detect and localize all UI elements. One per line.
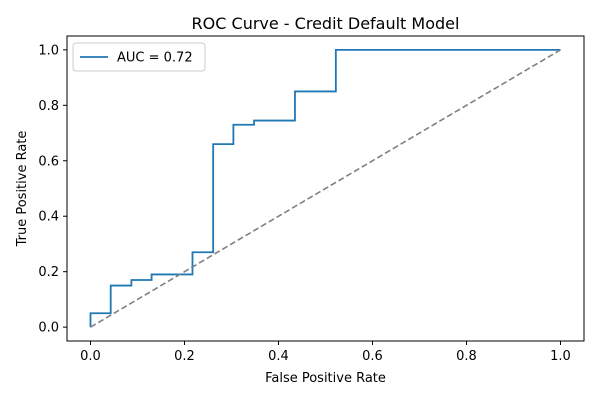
y-tick-label: 0.8	[38, 99, 59, 114]
x-axis-label: False Positive Rate	[265, 371, 386, 386]
y-tick-label: 0.2	[38, 265, 59, 280]
legend-label-auc: AUC = 0.72	[117, 51, 193, 66]
x-tick-label: 0.6	[362, 349, 383, 364]
y-tick-label: 0.0	[38, 321, 59, 336]
x-tick-label: 0.2	[174, 349, 195, 364]
legend-box	[72, 42, 206, 72]
roc-curve-line	[89, 48, 561, 328]
diagonal-reference-line	[90, 49, 561, 328]
x-tick-label: 0.8	[456, 349, 477, 364]
series-layer	[89, 48, 561, 328]
plot-area	[66, 35, 585, 342]
y-tick-label: 0.4	[38, 210, 59, 225]
chart-title: ROC Curve - Credit Default Model	[192, 14, 460, 33]
x-tick-label: 1.0	[550, 349, 571, 364]
plot-frame	[66, 35, 585, 342]
y-axis-label: True Positive Rate	[15, 131, 30, 248]
x-tick-label: 0.0	[80, 349, 101, 364]
y-tick-label: 0.6	[38, 154, 59, 169]
x-tick-label: 0.4	[268, 349, 289, 364]
legend: AUC = 0.72	[72, 42, 206, 72]
x-axis-ticks: 0.0 0.2 0.4 0.6 0.8 1.0	[80, 341, 571, 364]
y-axis-ticks: 0.0 0.2 0.4 0.6 0.8 1.0	[38, 43, 67, 336]
y-tick-label: 1.0	[38, 43, 59, 58]
